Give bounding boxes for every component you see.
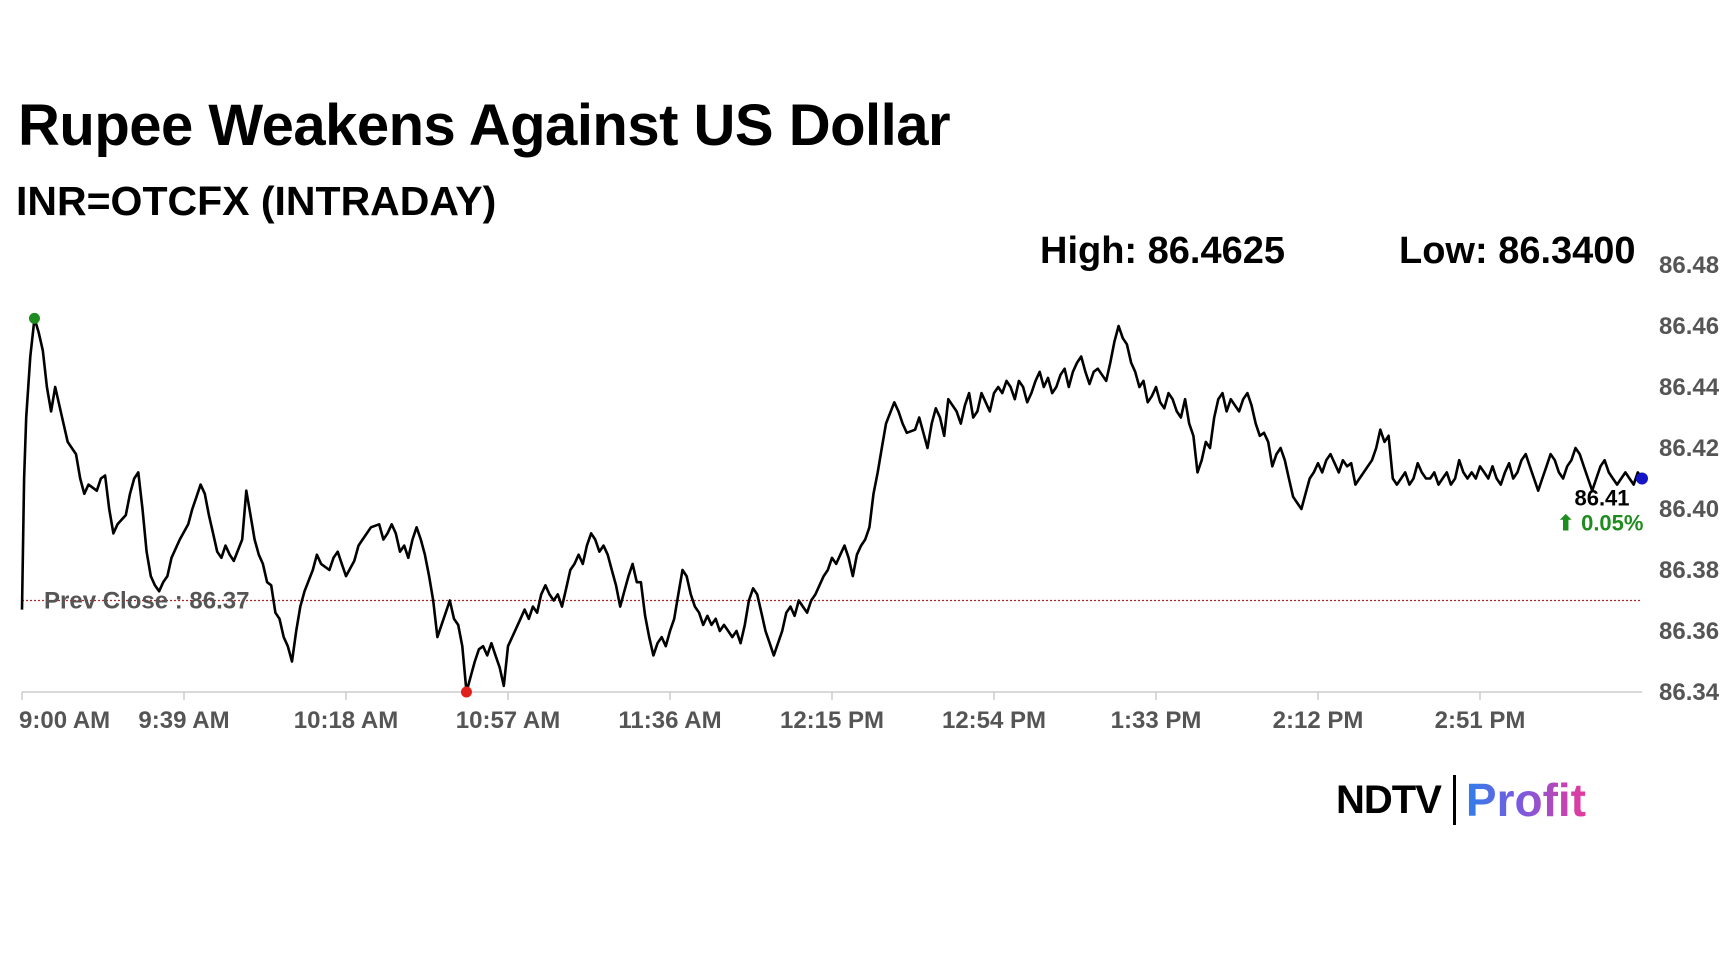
chart-subtitle: INR=OTCFX (INTRADAY) bbox=[16, 178, 497, 224]
low-marker bbox=[460, 686, 472, 698]
price-change-label: ⬆ 0.05% bbox=[1557, 511, 1644, 536]
logo-brand: NDTV bbox=[1336, 777, 1442, 822]
y-tick-label: 86.42 bbox=[1659, 435, 1719, 462]
day-high-text: High: 86.4625 bbox=[1040, 230, 1285, 272]
prev-close-label: Prev Close : 86.37 bbox=[44, 588, 249, 615]
x-axis: 9:00 AM 9:39 AM 10:18 AM 10:57 AM 11:36 AM 12… bbox=[19, 692, 1525, 734]
logo-divider bbox=[1452, 775, 1456, 825]
x-tick-label: 2:12 PM bbox=[1273, 707, 1364, 734]
y-tick-label: 86.44 bbox=[1659, 374, 1720, 401]
y-tick-label: 86.34 bbox=[1659, 679, 1720, 706]
x-tick-label: 10:18 AM bbox=[294, 707, 398, 734]
x-tick-label: 12:54 PM bbox=[942, 707, 1046, 734]
y-tick-label: 86.48 bbox=[1659, 252, 1719, 279]
chart-title: Rupee Weakens Against US Dollar bbox=[18, 93, 951, 158]
x-tick-label: 1:33 PM bbox=[1111, 707, 1202, 734]
x-tick-label: 12:15 PM bbox=[780, 707, 884, 734]
last-price-marker bbox=[1636, 472, 1648, 485]
day-low-text: Low: 86.3400 bbox=[1399, 230, 1636, 272]
y-axis: 86.48 86.46 86.44 86.42 86.40 86.38 86.36 86.34 bbox=[1659, 252, 1720, 706]
x-tick-label: 9:00 AM bbox=[19, 707, 110, 734]
logo-product: Profit bbox=[1465, 774, 1586, 826]
ndtv-profit-logo: NDTV Profit bbox=[1336, 772, 1586, 828]
y-tick-label: 86.46 bbox=[1659, 313, 1719, 340]
price-line-series bbox=[20, 317, 1644, 694]
high-marker bbox=[28, 312, 40, 324]
last-price-label: 86.41 bbox=[1574, 486, 1629, 511]
x-tick-label: 9:39 AM bbox=[138, 707, 229, 734]
x-tick-label: 11:36 AM bbox=[618, 707, 721, 734]
y-tick-label: 86.38 bbox=[1659, 557, 1719, 584]
x-tick-label: 10:57 AM bbox=[456, 707, 560, 734]
x-tick-label: 2:51 PM bbox=[1435, 707, 1526, 734]
y-tick-label: 86.40 bbox=[1659, 496, 1719, 523]
y-tick-label: 86.36 bbox=[1659, 618, 1719, 645]
